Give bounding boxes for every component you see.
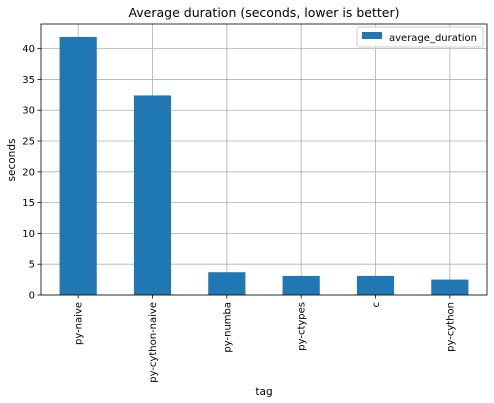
y-axis-label: seconds [6, 139, 18, 182]
y-tick-label-8: 40 [22, 44, 35, 55]
grid-lines [41, 24, 487, 296]
bar-c [356, 275, 395, 295]
y-tick-label-6: 30 [22, 106, 35, 117]
bar-py-numba [208, 272, 246, 295]
x-axis: py-naive py-cython-naive py-numba py-ctypes… [74, 295, 456, 383]
y-tick-label-0: 0 [29, 291, 35, 302]
x-axis-label: tag [255, 386, 272, 398]
x-tick-label-5: py-cython [445, 302, 456, 352]
x-tick-label-0: py-naive [74, 302, 85, 345]
legend-box [356, 26, 484, 48]
bar-py-ctypes [282, 275, 320, 295]
y-tick-label-1: 5 [29, 260, 35, 271]
y-tick-label-7: 35 [22, 75, 35, 86]
bar-py-cython [431, 279, 469, 295]
y-tick-label-2: 10 [22, 229, 35, 240]
y-tick-label-3: 15 [22, 198, 35, 209]
bar-py-naive [59, 36, 97, 296]
x-tick-label-3: py-ctypes [297, 302, 308, 351]
x-tick-label-2: py-numba [222, 302, 233, 353]
x-tick-label-4: c [371, 302, 382, 308]
chart-title: Average duration (seconds, lower is bett… [128, 5, 399, 20]
x-tick-label-1: py-cython-naive [148, 302, 159, 383]
bars [59, 36, 469, 296]
plot-frame [40, 23, 488, 296]
legend-swatch [362, 32, 382, 39]
bar-py-cython-naive [133, 95, 172, 295]
legend-label: average_duration [389, 33, 477, 44]
y-tick-label-4: 20 [22, 167, 35, 178]
legend: average_duration [356, 26, 484, 48]
y-tick-label-5: 25 [22, 137, 35, 148]
y-axis: 0 5 10 15 20 25 30 35 40 [22, 44, 41, 302]
